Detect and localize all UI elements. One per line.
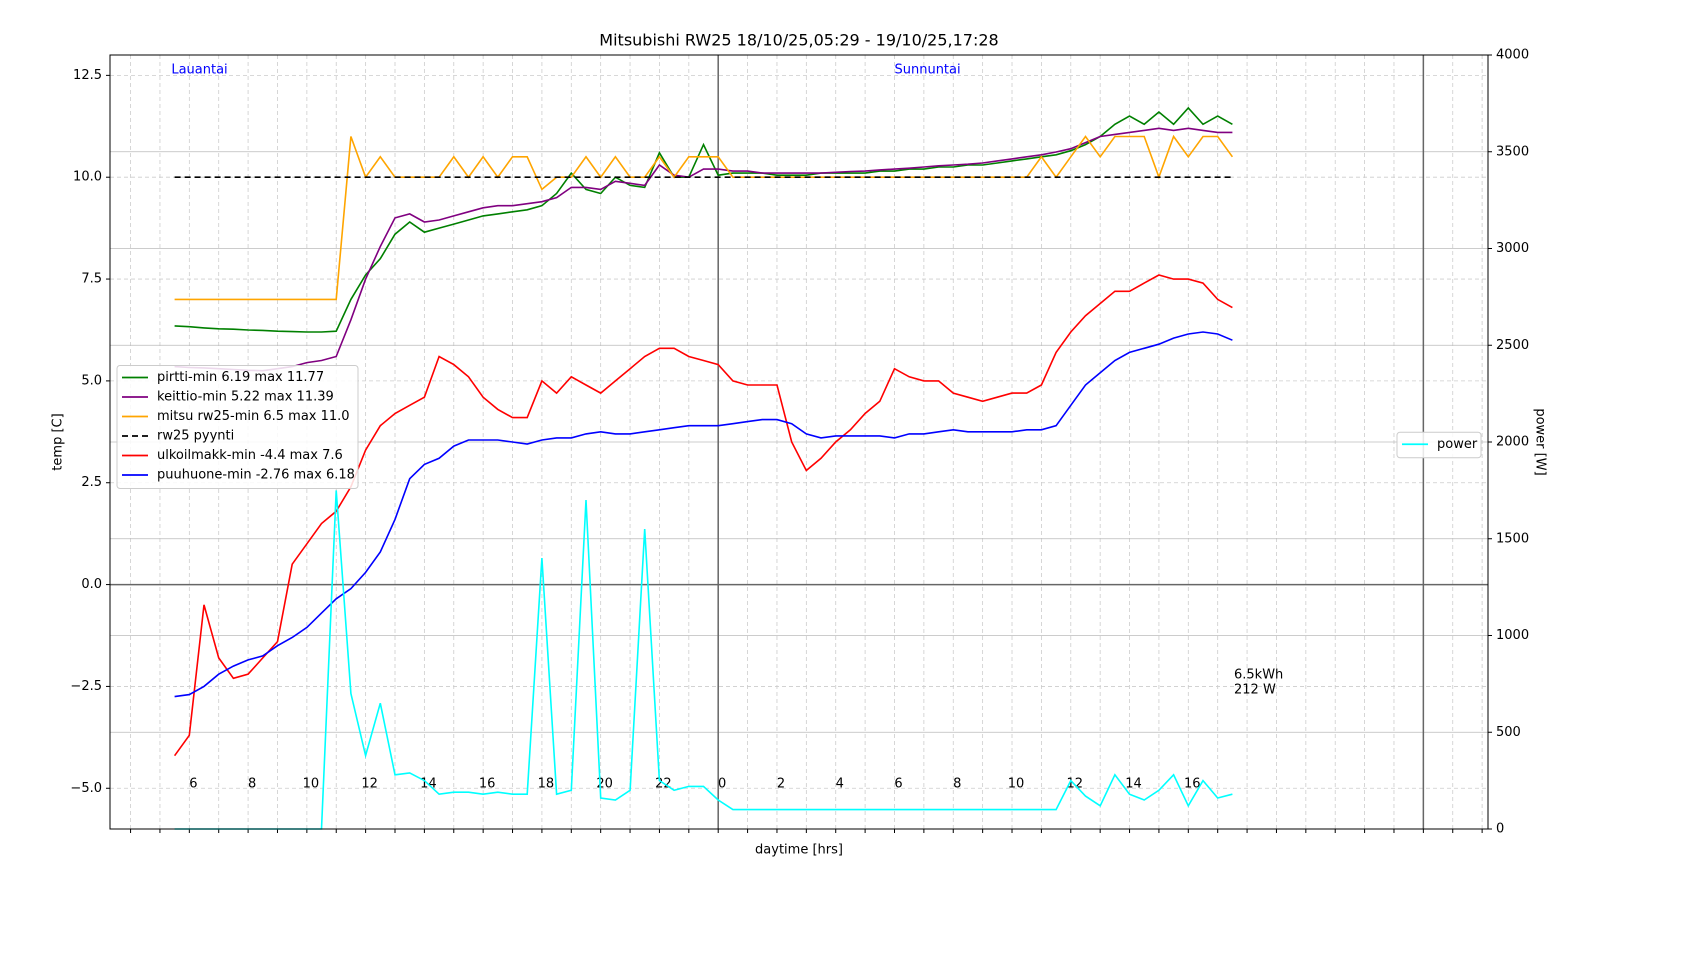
legend-label: puuhuone-min -2.76 max 6.18 — [157, 468, 355, 483]
y2-tick-label: 2500 — [1496, 338, 1529, 353]
x-tick-label: 20 — [596, 777, 613, 792]
y2-tick-label: 3500 — [1496, 144, 1529, 159]
legend-label: mitsu rw25-min 6.5 max 11.0 — [157, 409, 350, 424]
x-tick-label: 18 — [538, 777, 555, 792]
legend-label: power — [1437, 437, 1478, 452]
annotation: 212 W — [1234, 683, 1276, 698]
legend: pirtti-min 6.19 max 11.77 keittio-min 5.2… — [116, 365, 359, 489]
x-tick-label: 2 — [777, 777, 785, 792]
series-line — [174, 490, 1233, 830]
x-tick-label: 4 — [836, 777, 844, 792]
y-tick-label: 0.0 — [81, 577, 102, 592]
legend-box — [1396, 431, 1482, 459]
y-tick-label: 7.5 — [81, 272, 102, 287]
x-tick-label: 16 — [479, 777, 496, 792]
day-label: Lauantai — [171, 63, 227, 78]
annotation: 6.5kWh — [1234, 668, 1283, 683]
x-tick-label: 12 — [361, 777, 378, 792]
x-tick-label: 16 — [1184, 777, 1201, 792]
legend-label: keittio-min 5.22 max 11.39 — [157, 390, 334, 405]
x-tick-label: 6 — [189, 777, 197, 792]
y2-tick-label: 2000 — [1496, 435, 1529, 450]
x-axis-label: daytime [hrs] — [755, 843, 843, 858]
y2-tick-label: 1500 — [1496, 531, 1529, 546]
series-line — [174, 127, 1233, 372]
y2-tick-label: 4000 — [1496, 48, 1529, 63]
legend-y2: power — [1396, 431, 1482, 459]
x-tick-label: 6 — [894, 777, 902, 792]
y-tick-label: 12.5 — [73, 68, 102, 83]
series-line — [173, 274, 1233, 757]
y2-tick-label: 0 — [1496, 822, 1504, 837]
y-tick-label: −2.5 — [70, 679, 102, 694]
x-tick-label: 10 — [303, 777, 320, 792]
series-line — [174, 331, 1233, 698]
y2-tick-label: 500 — [1496, 725, 1521, 740]
y-tick-label: −5.0 — [70, 781, 102, 796]
y-axis-label: temp [C] — [51, 413, 66, 470]
day-label: Sunnuntai — [894, 63, 960, 78]
x-tick-label: 0 — [718, 777, 726, 792]
chart-title: Mitsubishi RW25 18/10/25,05:29 - 19/10/2… — [599, 31, 998, 50]
y2-tick-label: 3000 — [1496, 241, 1529, 256]
x-tick-label: 8 — [953, 777, 961, 792]
plot-frame — [109, 54, 1489, 830]
legend-label: ulkoilmakk-min -4.4 max 7.6 — [157, 448, 343, 463]
legend-label: rw25 pyynti — [157, 429, 234, 444]
x-tick-label: 10 — [1008, 777, 1025, 792]
x-tick-label: 14 — [1125, 777, 1142, 792]
legend-label: pirtti-min 6.19 max 11.77 — [157, 370, 324, 385]
y-tick-label: 10.0 — [73, 170, 102, 185]
y2-axis-label: power [W] — [1533, 408, 1548, 475]
legend-box — [116, 365, 359, 489]
series-line — [174, 106, 1233, 333]
y2-tick-label: 1000 — [1496, 628, 1529, 643]
y-tick-label: 5.0 — [81, 373, 102, 388]
x-tick-label: 8 — [248, 777, 256, 792]
y-tick-label: 2.5 — [81, 475, 102, 490]
series-line — [174, 134, 1234, 301]
